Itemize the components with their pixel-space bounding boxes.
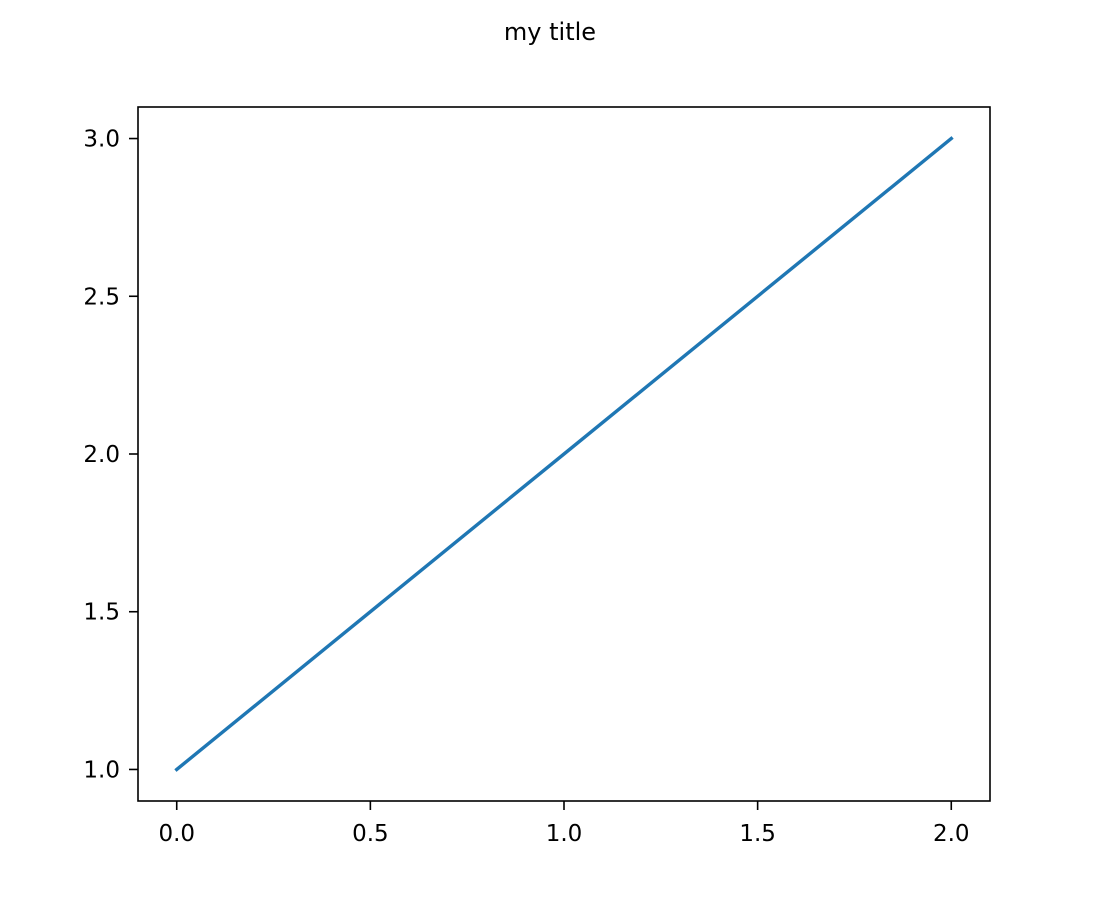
y-tick-label: 1.0	[83, 757, 120, 783]
y-tick-label: 3.0	[83, 127, 120, 153]
x-tick-label: 1.5	[739, 821, 776, 847]
y-tick-label: 2.0	[83, 442, 120, 468]
y-tick-label: 1.5	[83, 600, 120, 626]
y-tick-label: 2.5	[83, 284, 120, 310]
series-line	[174, 136, 954, 772]
x-axis: 0.0 0.5 1.0 1.5 2.0	[158, 801, 970, 847]
x-tick-label: 0.5	[352, 821, 389, 847]
x-tick-label: 1.0	[546, 821, 583, 847]
y-axis: 1.0 1.5 2.0 2.5 3.0	[83, 127, 138, 783]
plot-area	[174, 136, 954, 772]
axes-frame	[137, 106, 991, 802]
x-tick-label: 0.0	[158, 821, 195, 847]
chart-title: my title	[503, 18, 597, 46]
x-tick-label: 2.0	[933, 821, 970, 847]
